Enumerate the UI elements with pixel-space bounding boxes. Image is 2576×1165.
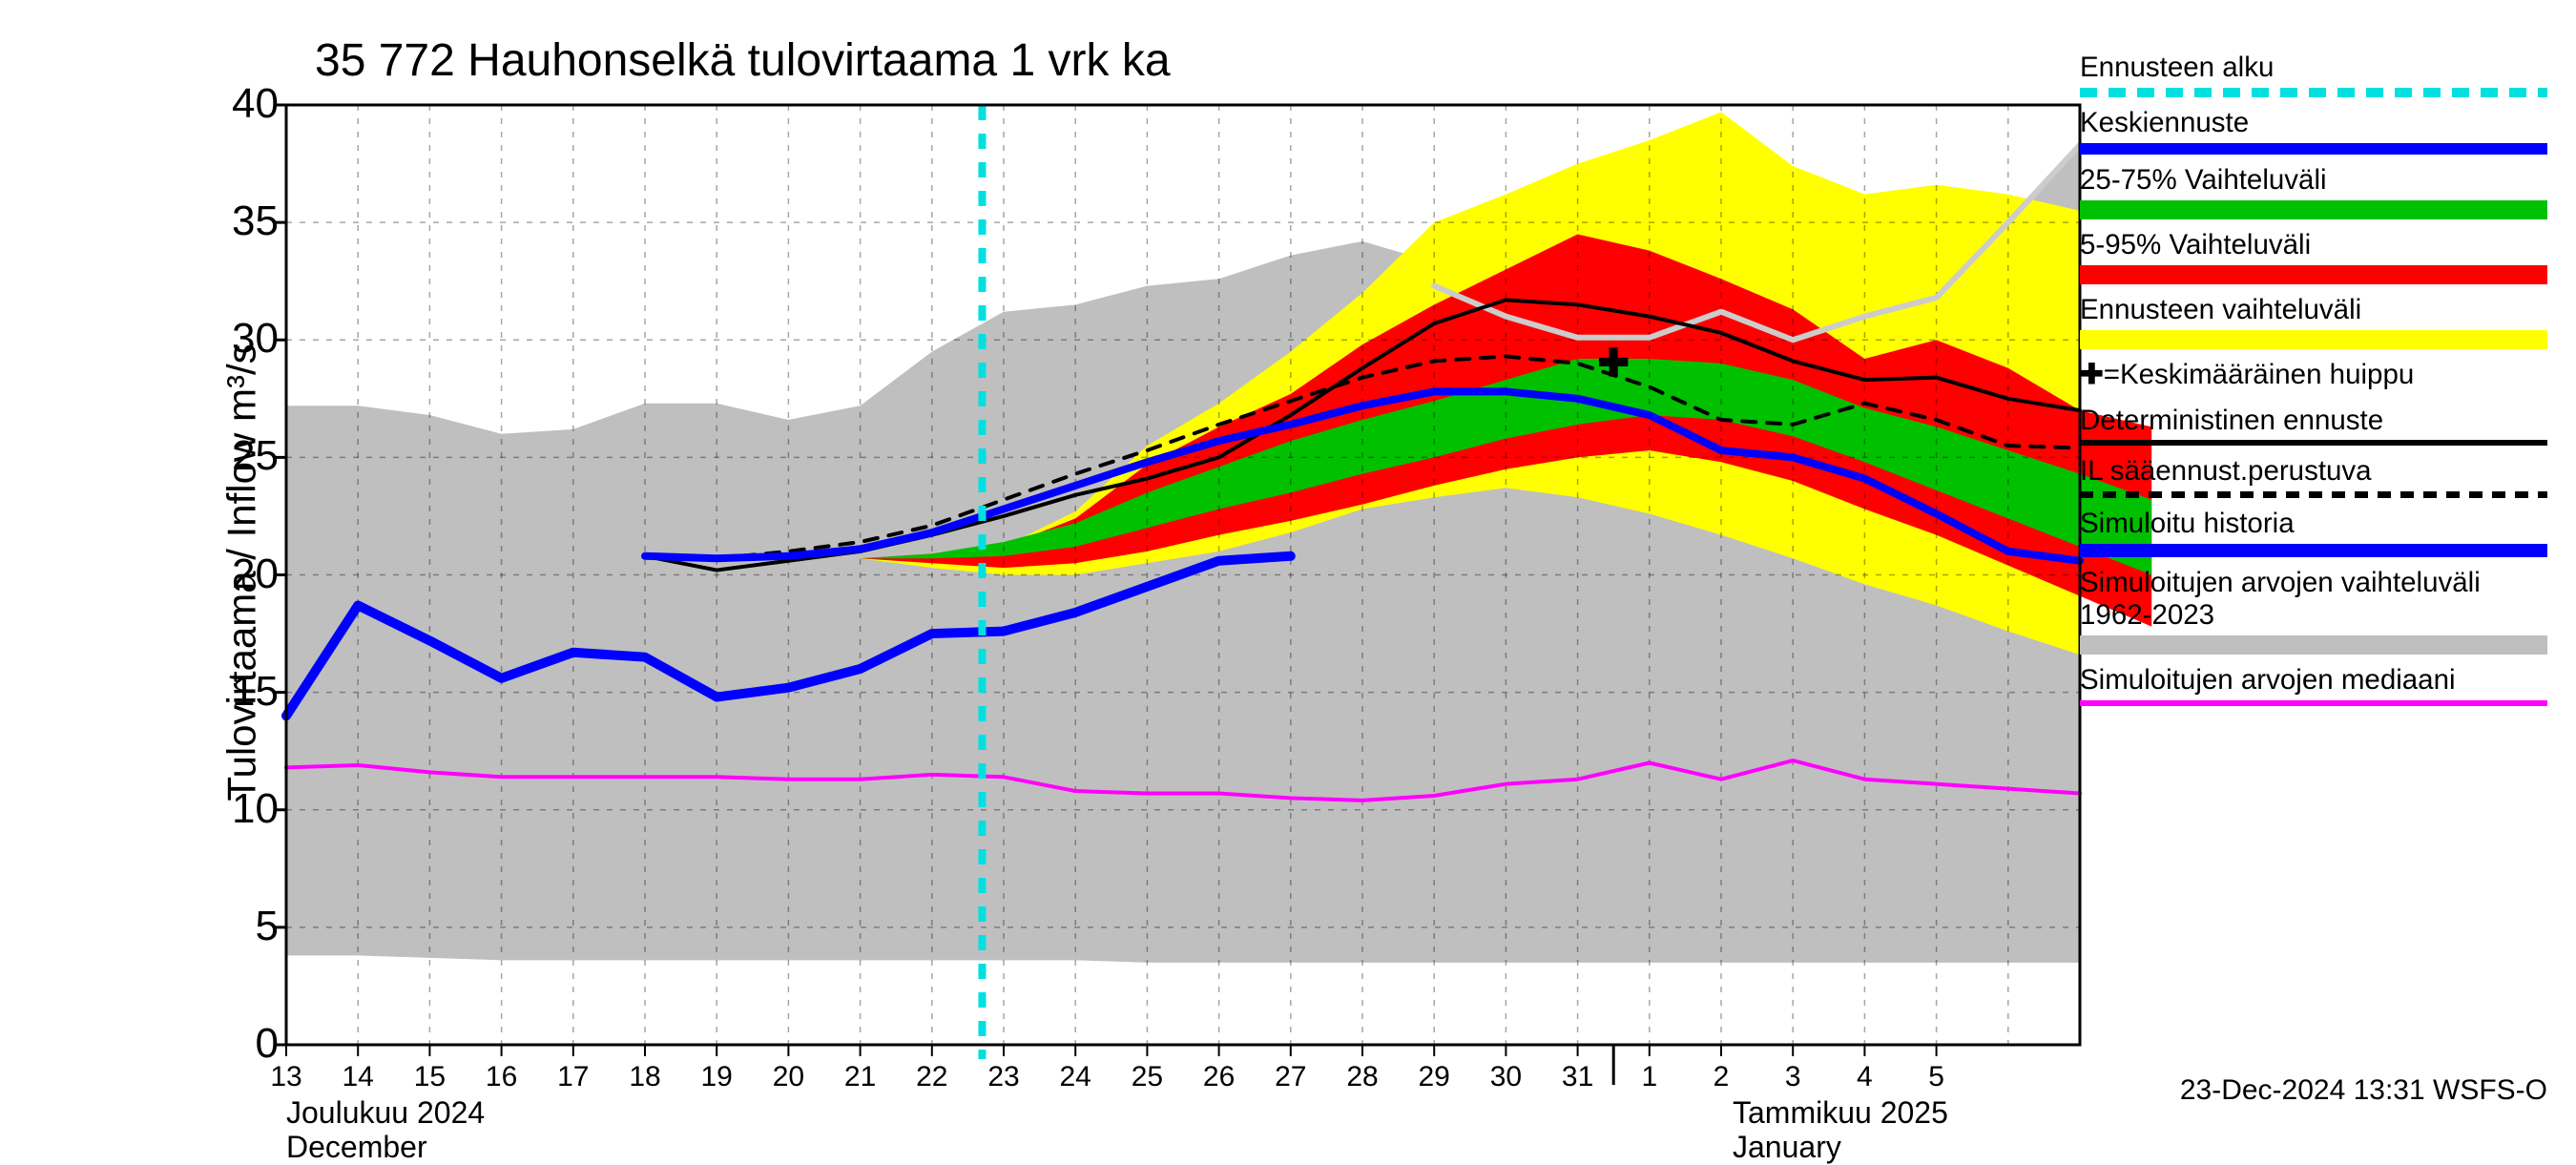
- legend-label: Simuloitu historia: [2080, 508, 2549, 540]
- y-tick: 30: [193, 315, 279, 363]
- legend-item-forecast_start: Ennusteen alku: [2080, 52, 2549, 97]
- legend-item-sim_hist: Simuloitu historia: [2080, 508, 2549, 557]
- legend-item-il: IL sääennust.perustuva: [2080, 455, 2549, 498]
- month-label-en: January: [1733, 1130, 1841, 1165]
- legend-swatch: [2080, 491, 2547, 498]
- legend-swatch: [2080, 265, 2547, 284]
- chart-title: 35 772 Hauhonselkä tulovirtaama 1 vrk ka: [315, 34, 1171, 87]
- x-tick: 3: [1785, 1061, 1801, 1093]
- legend-item-keskiennuste: Keskiennuste: [2080, 107, 2549, 155]
- legend-swatch: [2080, 700, 2547, 706]
- x-tick: 15: [414, 1061, 446, 1093]
- x-tick: 14: [343, 1061, 374, 1093]
- x-tick: 19: [701, 1061, 733, 1093]
- legend-label: ✚=Keskimääräinen huippu: [2080, 359, 2549, 391]
- month-label-fi: Tammikuu 2025: [1733, 1095, 1948, 1131]
- x-tick: 5: [1928, 1061, 1944, 1093]
- legend-label: Deterministinen ennuste: [2080, 405, 2549, 437]
- x-tick: 18: [629, 1061, 660, 1093]
- y-tick: 0: [193, 1020, 279, 1068]
- y-tick: 20: [193, 551, 279, 598]
- y-tick: 10: [193, 785, 279, 833]
- legend: Ennusteen alku Keskiennuste 25-75% Vaihtel…: [2080, 52, 2549, 716]
- y-tick: 25: [193, 432, 279, 480]
- legend-item-hist_median: Simuloitujen arvojen mediaani: [2080, 664, 2549, 706]
- legend-item-range5_95: 5-95% Vaihteluväli: [2080, 229, 2549, 284]
- legend-item-det: Deterministinen ennuste: [2080, 405, 2549, 447]
- legend-item-range_full: Ennusteen vaihteluväli: [2080, 294, 2549, 349]
- legend-swatch: [2080, 143, 2547, 155]
- x-tick: 28: [1346, 1061, 1378, 1093]
- legend-label: Simuloitujen arvojen vaihteluväli 1962-2…: [2080, 567, 2549, 632]
- x-tick: 1: [1641, 1061, 1657, 1093]
- legend-swatch: [2080, 200, 2547, 219]
- x-tick: 13: [270, 1061, 301, 1093]
- legend-swatch: [2080, 440, 2547, 446]
- y-tick: 15: [193, 668, 279, 716]
- legend-label: Simuloitujen arvojen mediaani: [2080, 664, 2549, 697]
- x-tick: 2: [1714, 1061, 1730, 1093]
- x-tick: 25: [1132, 1061, 1163, 1093]
- x-tick: 26: [1203, 1061, 1235, 1093]
- legend-item-range25_75: 25-75% Vaihteluväli: [2080, 164, 2549, 219]
- x-tick: 21: [844, 1061, 876, 1093]
- y-tick: 35: [193, 198, 279, 245]
- legend-label: 5-95% Vaihteluväli: [2080, 229, 2549, 261]
- x-tick: 22: [916, 1061, 947, 1093]
- x-tick: 30: [1490, 1061, 1522, 1093]
- x-tick: 24: [1060, 1061, 1091, 1093]
- legend-item-hist_range: Simuloitujen arvojen vaihteluväli 1962-2…: [2080, 567, 2549, 655]
- legend-swatch: [2080, 544, 2547, 557]
- legend-item-peak: ✚=Keskimääräinen huippu: [2080, 359, 2549, 395]
- legend-label: Keskiennuste: [2080, 107, 2549, 139]
- x-tick: 4: [1857, 1061, 1873, 1093]
- y-tick: 40: [193, 80, 279, 128]
- legend-swatch: [2080, 635, 2547, 655]
- legend-label: Ennusteen alku: [2080, 52, 2549, 84]
- legend-swatch: [2080, 88, 2547, 97]
- month-label-en: December: [286, 1130, 427, 1165]
- x-tick: 27: [1275, 1061, 1306, 1093]
- month-label-fi: Joulukuu 2024: [286, 1095, 485, 1131]
- legend-label: 25-75% Vaihteluväli: [2080, 164, 2549, 197]
- chart-container: 35 772 Hauhonselkä tulovirtaama 1 vrk ka…: [0, 0, 2576, 1145]
- legend-label: Ennusteen vaihteluväli: [2080, 294, 2549, 326]
- x-tick: 16: [486, 1061, 517, 1093]
- x-tick: 31: [1562, 1061, 1593, 1093]
- x-tick: 23: [987, 1061, 1019, 1093]
- legend-label: IL sääennust.perustuva: [2080, 455, 2549, 488]
- footer-timestamp: 23-Dec-2024 13:31 WSFS-O: [2180, 1074, 2547, 1107]
- x-tick: 29: [1419, 1061, 1450, 1093]
- x-tick: 20: [773, 1061, 804, 1093]
- y-tick: 5: [193, 903, 279, 950]
- peak-cross-marker: ✚: [1597, 342, 1630, 385]
- x-tick: 17: [557, 1061, 589, 1093]
- legend-swatch: [2080, 330, 2547, 349]
